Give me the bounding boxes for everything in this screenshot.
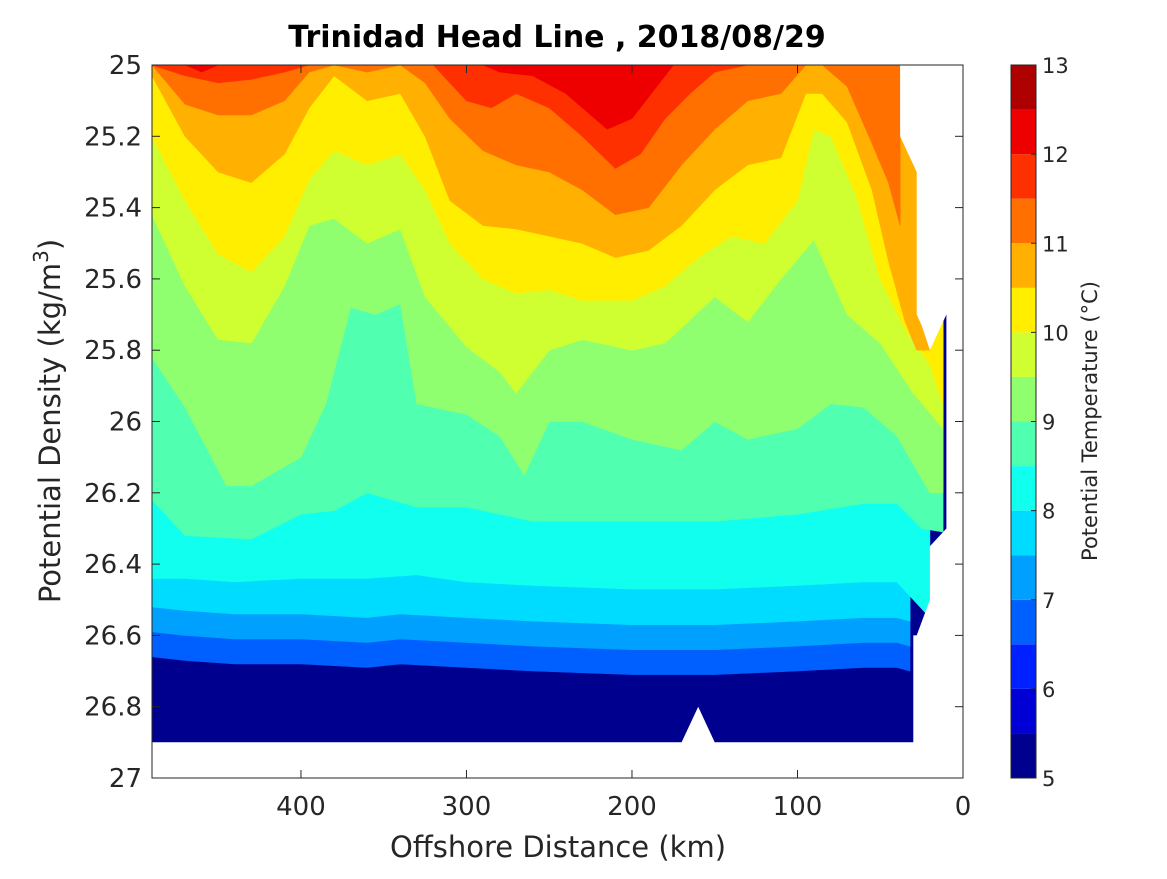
x-tick-label: 300 bbox=[442, 792, 492, 822]
colorbar-tick-label: 12 bbox=[1042, 143, 1069, 167]
x-tick-label: 0 bbox=[955, 792, 972, 822]
colorbar-tick-label: 9 bbox=[1042, 411, 1055, 435]
y-tick-label: 25.8 bbox=[84, 336, 142, 366]
colorbar-tick-label: 6 bbox=[1042, 678, 1055, 702]
colorbar-band bbox=[1011, 65, 1036, 110]
contour-band-12 bbox=[184, 65, 674, 130]
colorbar-band bbox=[1011, 287, 1036, 333]
colorbar: 5 6 7 8 9 10 11 12 13 bbox=[1010, 54, 1069, 791]
x-tick-label: 100 bbox=[773, 792, 823, 822]
colorbar-band bbox=[1011, 510, 1036, 556]
colorbar-band bbox=[1011, 154, 1036, 199]
colorbar-band bbox=[1011, 421, 1036, 467]
colorbar-band bbox=[1011, 243, 1036, 288]
no-data-bottom bbox=[152, 635, 963, 778]
colorbar-band bbox=[1011, 688, 1036, 734]
y-axis-label: Potential Density (kg/m3) bbox=[29, 239, 67, 603]
no-data-right bbox=[900, 65, 963, 654]
y-tick-label: 26.2 bbox=[84, 479, 142, 509]
colorbar-tick-label: 13 bbox=[1042, 54, 1069, 78]
x-axis-label: Offshore Distance (km) bbox=[390, 830, 726, 864]
y-tick-label: 27 bbox=[109, 764, 142, 794]
colorbar-band bbox=[1011, 644, 1036, 689]
colorbar-band bbox=[1011, 466, 1036, 511]
colorbar-band bbox=[1011, 198, 1036, 244]
chart-title: Trinidad Head Line , 2018/08/29 bbox=[288, 20, 825, 55]
x-tick-label: 200 bbox=[607, 792, 657, 822]
y-tick-label: 26.8 bbox=[84, 693, 142, 723]
contour-fills bbox=[152, 65, 963, 778]
colorbar-band bbox=[1011, 376, 1036, 422]
colorbar-band bbox=[1011, 109, 1036, 155]
colorbar-tick-label: 5 bbox=[1042, 767, 1055, 791]
colorbar-band bbox=[1011, 733, 1036, 778]
y-tick-label: 25 bbox=[109, 51, 142, 81]
x-axis: 400 300 200 100 0 bbox=[276, 65, 971, 822]
contour-band-11 bbox=[152, 65, 901, 226]
y-tick-label: 26.6 bbox=[84, 621, 142, 651]
y-tick-label: 26.4 bbox=[84, 550, 142, 580]
contour-band-10.5 bbox=[152, 65, 931, 351]
colorbar-tick-label: 8 bbox=[1042, 500, 1055, 524]
colorbar-label: Potential Temperature (°C) bbox=[1078, 281, 1102, 561]
y-tick-label: 26 bbox=[109, 408, 142, 438]
plot-area bbox=[151, 64, 964, 779]
colorbar-band bbox=[1011, 599, 1036, 645]
y-tick-label: 25.6 bbox=[84, 265, 142, 295]
y-tick-label: 25.2 bbox=[84, 122, 142, 152]
y-tick-label: 25.4 bbox=[84, 194, 142, 224]
colorbar-tick-label: 11 bbox=[1042, 232, 1069, 256]
colorbar-band bbox=[1011, 332, 1036, 377]
x-tick-label: 400 bbox=[276, 792, 326, 822]
colorbar-tick-label: 10 bbox=[1042, 321, 1069, 345]
colorbar-tick-label: 7 bbox=[1042, 589, 1055, 613]
colorbar-band bbox=[1011, 555, 1036, 600]
y-axis: 25 25.2 25.4 25.6 25.8 26 26.2 26.4 26.6 26.8 27 bbox=[84, 51, 963, 794]
